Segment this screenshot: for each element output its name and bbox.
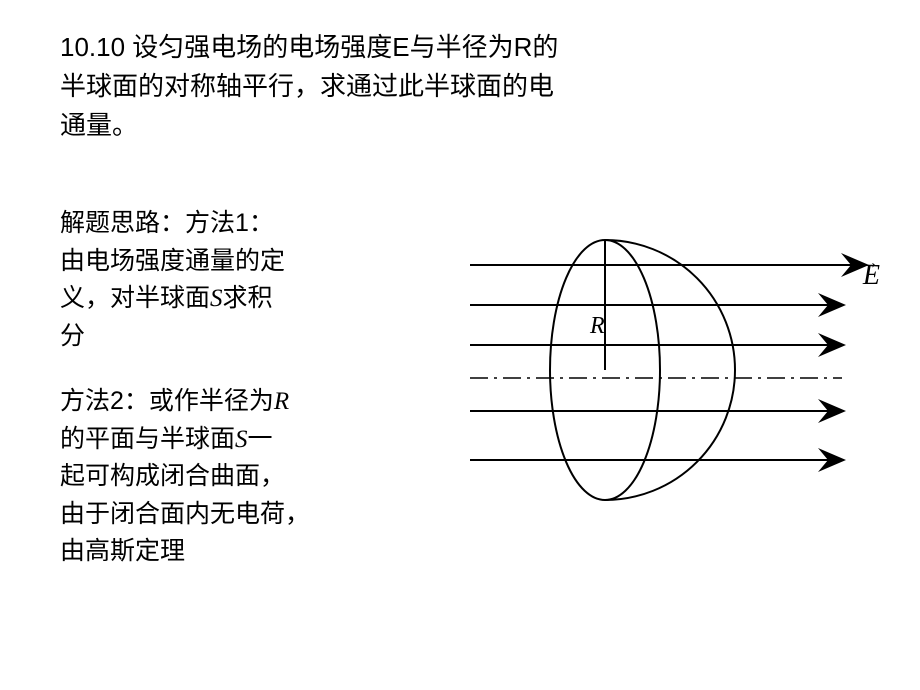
- sol1-line1: 解题思路：方法1：: [60, 209, 274, 237]
- sol2-line4: 由于闭合面内无电荷，: [60, 500, 310, 528]
- diagram-container: R → E: [410, 205, 880, 565]
- sol1-line3-end: 求积: [223, 284, 273, 312]
- sol2-var-r: R: [274, 388, 289, 415]
- hemisphere-diagram: [410, 205, 880, 535]
- problem-line2: 半球面的对称轴平行，求通过此半球面的电: [60, 71, 554, 101]
- solution-method-2: 方法2：或作半径为R 的平面与半球面S一 起可构成闭合曲面， 由于闭合面内无电荷…: [60, 383, 380, 571]
- sol2-line2-end: 一: [248, 425, 273, 453]
- sol2-line5: 由高斯定理: [60, 537, 185, 565]
- radius-label: R: [590, 313, 605, 340]
- sol1-line2: 由电场强度通量的定: [60, 247, 285, 275]
- sol2-line2-start: 的平面与半球面: [60, 425, 235, 453]
- sol1-line3: 义，对半球面: [60, 284, 210, 312]
- sol2-var-s: S: [235, 426, 248, 453]
- sol2-line3: 起可构成闭合曲面，: [60, 462, 285, 490]
- content-row: 解题思路：方法1： 由电场强度通量的定 义，对半球面S求积 分 方法2：或作半径…: [60, 205, 860, 599]
- solutions-column: 解题思路：方法1： 由电场强度通量的定 义，对半球面S求积 分 方法2：或作半径…: [60, 205, 380, 599]
- sol2-line1-start: 方法2：或作半径为: [60, 387, 274, 415]
- sol1-var-s: S: [210, 285, 223, 312]
- problem-statement: 10.10 设匀强电场的电场强度E与半径为R的 半球面的对称轴平行，求通过此半球…: [60, 28, 860, 145]
- sol1-line4: 分: [60, 322, 85, 350]
- problem-line1: 10.10 设匀强电场的电场强度E与半径为R的: [60, 32, 558, 62]
- problem-line3: 通量。: [60, 110, 138, 140]
- solution-method-1: 解题思路：方法1： 由电场强度通量的定 义，对半球面S求积 分: [60, 205, 380, 355]
- e-field-label: E: [863, 260, 880, 292]
